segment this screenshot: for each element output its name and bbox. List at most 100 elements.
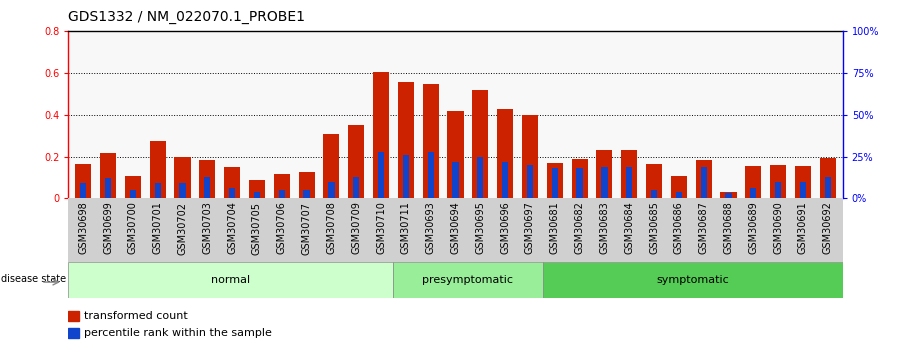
Bar: [670, 176, 687, 198]
Text: GSM30683: GSM30683: [599, 201, 609, 254]
Bar: [597, 150, 612, 198]
Bar: [68, 310, 78, 321]
Bar: [820, 158, 836, 198]
Bar: [303, 190, 310, 198]
Bar: [626, 167, 632, 198]
Bar: [323, 134, 340, 198]
Bar: [543, 262, 843, 298]
Text: GSM30693: GSM30693: [425, 201, 435, 254]
Text: GSM30681: GSM30681: [549, 201, 559, 254]
Bar: [80, 183, 87, 198]
Text: GSM30694: GSM30694: [451, 201, 460, 254]
Bar: [273, 174, 290, 198]
Text: GSM30705: GSM30705: [252, 201, 262, 255]
Bar: [770, 165, 786, 198]
Bar: [328, 181, 334, 198]
Text: GSM30711: GSM30711: [401, 201, 411, 255]
Bar: [824, 177, 831, 198]
Bar: [68, 198, 843, 262]
Bar: [129, 190, 136, 198]
Bar: [547, 163, 563, 198]
Bar: [174, 157, 190, 198]
Text: GSM30690: GSM30690: [773, 201, 783, 254]
Bar: [373, 72, 389, 198]
Bar: [75, 164, 91, 198]
Text: GSM30695: GSM30695: [476, 201, 486, 255]
Text: disease state: disease state: [2, 274, 67, 284]
Bar: [725, 193, 732, 198]
Bar: [403, 155, 409, 198]
Text: GSM30698: GSM30698: [78, 201, 88, 254]
Text: GSM30691: GSM30691: [798, 201, 808, 254]
Text: presymptomatic: presymptomatic: [423, 275, 514, 285]
Bar: [254, 192, 260, 198]
Text: GSM30684: GSM30684: [624, 201, 634, 254]
Bar: [224, 167, 241, 198]
Bar: [299, 171, 314, 198]
Bar: [453, 161, 458, 198]
Text: GSM30697: GSM30697: [525, 201, 535, 255]
Text: symptomatic: symptomatic: [657, 275, 729, 285]
Bar: [179, 183, 186, 198]
Text: GSM30682: GSM30682: [575, 201, 585, 255]
Text: GSM30685: GSM30685: [649, 201, 659, 255]
Bar: [423, 85, 439, 198]
Bar: [751, 188, 756, 198]
Bar: [279, 190, 285, 198]
Bar: [701, 167, 707, 198]
Bar: [204, 177, 210, 198]
Bar: [477, 157, 484, 198]
Bar: [378, 151, 384, 198]
Bar: [149, 141, 166, 198]
Text: transformed count: transformed count: [84, 311, 188, 321]
Text: GSM30706: GSM30706: [277, 201, 287, 255]
Text: GSM30707: GSM30707: [302, 201, 312, 255]
Bar: [427, 151, 434, 198]
Bar: [200, 160, 215, 198]
Bar: [229, 188, 235, 198]
Bar: [552, 168, 558, 198]
Text: GSM30689: GSM30689: [748, 201, 758, 254]
Text: GSM30704: GSM30704: [227, 201, 237, 255]
Bar: [398, 82, 414, 198]
Bar: [447, 110, 464, 198]
Bar: [393, 262, 543, 298]
Text: GSM30710: GSM30710: [376, 201, 386, 255]
Text: percentile rank within the sample: percentile rank within the sample: [84, 328, 271, 338]
Bar: [646, 164, 662, 198]
Bar: [527, 165, 533, 198]
Text: GSM30687: GSM30687: [699, 201, 709, 255]
Bar: [745, 166, 762, 198]
Text: GSM30688: GSM30688: [723, 201, 733, 254]
Bar: [577, 168, 583, 198]
Text: GSM30700: GSM30700: [128, 201, 138, 255]
Bar: [775, 181, 782, 198]
Bar: [348, 125, 364, 198]
Bar: [68, 328, 78, 338]
Bar: [68, 262, 393, 298]
Text: GSM30696: GSM30696: [500, 201, 510, 254]
Bar: [800, 181, 806, 198]
Bar: [353, 177, 359, 198]
Bar: [472, 90, 488, 198]
Bar: [125, 176, 141, 198]
Bar: [696, 160, 711, 198]
Text: GDS1332 / NM_022070.1_PROBE1: GDS1332 / NM_022070.1_PROBE1: [68, 10, 305, 24]
Text: GSM30703: GSM30703: [202, 201, 212, 255]
Bar: [721, 192, 737, 198]
Text: GSM30708: GSM30708: [326, 201, 336, 255]
Text: GSM30699: GSM30699: [103, 201, 113, 254]
Bar: [795, 166, 811, 198]
Bar: [651, 190, 657, 198]
Bar: [105, 178, 111, 198]
Bar: [676, 192, 682, 198]
Text: GSM30686: GSM30686: [674, 201, 684, 254]
Text: GSM30709: GSM30709: [352, 201, 362, 255]
Bar: [155, 183, 160, 198]
Text: GSM30701: GSM30701: [153, 201, 163, 255]
Text: normal: normal: [211, 275, 251, 285]
Bar: [502, 161, 508, 198]
Bar: [497, 109, 513, 198]
Bar: [601, 167, 608, 198]
Text: GSM30692: GSM30692: [823, 201, 833, 255]
